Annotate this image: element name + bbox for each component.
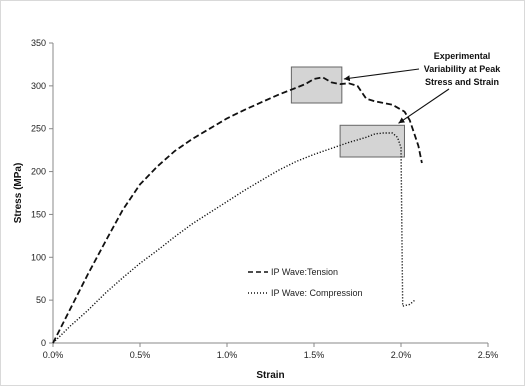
x-tick-label: 2.0% [391,350,412,360]
y-tick-label: 200 [31,167,46,177]
annotation-arrow-1 [343,68,420,82]
variability-box-1 [290,66,343,104]
y-tick-label: 150 [31,209,46,219]
y-axis-title: Stress (MPa) [13,163,24,224]
x-tick-label: 2.5% [478,350,499,360]
x-tick-label: 0.0% [43,350,64,360]
variability-boxes [290,66,405,158]
annotation-line-1: Experimental [434,51,491,61]
x-axis-title: Strain [256,370,284,381]
series-line-tension [52,76,423,344]
x-tick-label: 1.5% [304,350,325,360]
legend-label-compression: IP Wave: Compression [271,288,363,298]
y-tick-label: 0 [41,338,46,348]
series-lines [52,76,423,344]
x-ticks: 0.0% 0.5% 1.0% 1.5% 2.0% 2.5% [43,343,499,360]
series-line-compression [52,132,416,344]
annotation-line-2: Variability at Peak [424,64,502,74]
y-tick-label: 300 [31,81,46,91]
x-tick-label: 1.0% [217,350,238,360]
y-tick-label: 50 [36,295,46,305]
y-tick-label: 100 [31,252,46,262]
y-tick-label: 350 [31,38,46,48]
annotation-arrow-2 [398,88,450,124]
axes [52,43,488,344]
annotation-line-3: Stress and Strain [425,77,499,87]
x-tick-label: 0.5% [130,350,151,360]
legend-label-tension: IP Wave:Tension [271,267,338,277]
legend: IP Wave:Tension IP Wave: Compression [248,267,363,298]
y-ticks: 0 50 100 150 200 250 300 350 [31,38,53,348]
y-tick-label: 250 [31,124,46,134]
annotation: Experimental Variability at Peak Stress … [343,51,502,124]
variability-box-2 [339,124,405,158]
